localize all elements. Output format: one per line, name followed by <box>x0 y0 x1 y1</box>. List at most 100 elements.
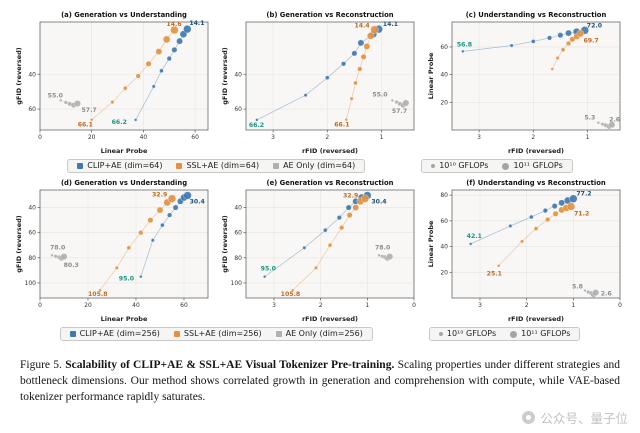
svg-text:rFID (reversed): rFID (reversed) <box>302 315 358 323</box>
svg-text:(f) Understanding vs Reconstru: (f) Understanding vs Reconstruction <box>466 179 606 187</box>
svg-text:60: 60 <box>191 134 199 141</box>
legend-label: 10¹¹ GFLOPs <box>513 161 563 170</box>
legend-item-ssl-ae-256: SSL+AE (dim=256) <box>173 329 262 338</box>
caption-title: Scalability of CLIP+AE & SSL+AE Visual T… <box>65 359 395 371</box>
ae-only-marker <box>275 331 282 337</box>
svg-text:(a) Generation vs Understandin: (a) Generation vs Understanding <box>61 11 187 19</box>
watermark: 公众号、量子位 <box>522 408 628 427</box>
subplot-d-canvas: 0 20 40 60 40 60 80 100 Linear Probe gFID (revers… <box>15 179 209 323</box>
subplot-b: 3 2 1 40 60 rFID (reversed) gFID (reversed) (b)… <box>220 8 420 156</box>
svg-text:(e) Generation vs Reconstructi: (e) Generation vs Reconstruction <box>266 179 393 187</box>
legend-label: 10¹⁰ GFLOPs <box>439 161 489 170</box>
subplot-e-canvas: 3 2 1 0 40 60 80 100 rFID (reversed) gFID (revers… <box>221 179 416 323</box>
clip-ae-marker <box>77 163 84 169</box>
svg-text:2.6: 2.6 <box>601 291 612 298</box>
svg-text:30.4: 30.4 <box>371 199 387 206</box>
svg-text:30.4: 30.4 <box>190 199 206 206</box>
subplot-a: 0 20 40 60 40 60 Linear Probe gFID (reversed) (a… <box>14 8 214 156</box>
svg-text:0: 0 <box>412 302 416 309</box>
svg-text:55.0: 55.0 <box>372 91 388 98</box>
subplot-c-canvas: 3 2 1 20 40 60 rFID (reversed) Linear Probe (c) … <box>427 11 621 155</box>
svg-text:14.1: 14.1 <box>189 20 204 27</box>
svg-text:1: 1 <box>571 302 575 309</box>
legend-label: CLIP+AE (dim=64) <box>87 161 163 170</box>
small-circle-marker <box>431 164 436 168</box>
legend-label: SSL+AE (dim=256) <box>183 329 262 338</box>
svg-text:rFID (reversed): rFID (reversed) <box>508 147 564 155</box>
svg-text:2: 2 <box>531 134 535 141</box>
legend-row-1: CLIP+AE (dim=64) SSL+AE (dim=64) AE Only… <box>0 157 640 175</box>
svg-text:100: 100 <box>25 280 37 287</box>
svg-text:2: 2 <box>525 302 529 309</box>
svg-text:95.0: 95.0 <box>119 276 135 283</box>
svg-text:gFID (reversed): gFID (reversed) <box>221 47 229 105</box>
svg-text:1: 1 <box>586 134 590 141</box>
svg-text:gFID (reversed): gFID (reversed) <box>15 47 23 105</box>
svg-text:rFID (reversed): rFID (reversed) <box>508 315 564 323</box>
series-legend-dim64: CLIP+AE (dim=64) SSL+AE (dim=64) AE Only… <box>67 159 366 173</box>
svg-text:42.1: 42.1 <box>467 233 482 240</box>
legend-label: CLIP+AE (dim=256) <box>79 329 160 338</box>
svg-text:(d) Generation vs Understandin: (d) Generation vs Understanding <box>61 179 187 187</box>
svg-text:60: 60 <box>28 230 36 237</box>
svg-text:80.3: 80.3 <box>64 262 79 269</box>
figure-caption: Figure 5. Scalability of CLIP+AE & SSL+A… <box>0 344 640 406</box>
subplot-f-canvas: 3 2 1 0 20 40 60 80 rFID (reversed) Linear Probe (… <box>427 179 622 323</box>
caption-prefix: Figure 5. <box>20 359 62 371</box>
svg-text:80: 80 <box>440 192 448 199</box>
svg-text:40: 40 <box>440 72 448 79</box>
svg-text:60: 60 <box>28 106 36 113</box>
svg-text:20: 20 <box>84 302 92 309</box>
svg-text:0: 0 <box>38 134 42 141</box>
svg-text:78.0: 78.0 <box>50 244 66 251</box>
subplot-e: 3 2 1 0 40 60 80 100 rFID (reversed) gFID (revers… <box>220 176 420 324</box>
legend-item-clip-ae-256: CLIP+AE (dim=256) <box>69 329 160 338</box>
legend-label: 10¹¹ GFLOPs <box>521 329 571 338</box>
svg-text:3: 3 <box>271 134 275 141</box>
svg-text:25.1: 25.1 <box>487 271 502 278</box>
ssl-ae-marker <box>173 331 180 337</box>
svg-text:40: 40 <box>28 71 36 78</box>
subplot-a-canvas: 0 20 40 60 40 60 Linear Probe gFID (reversed) (a… <box>15 11 209 155</box>
chart-row-2: 0 20 40 60 40 60 80 100 Linear Probe gFID (revers… <box>0 176 640 324</box>
legend-label: AE Only (dim=256) <box>285 329 363 338</box>
legend-row-2: CLIP+AE (dim=256) SSL+AE (dim=256) AE On… <box>0 325 640 343</box>
svg-text:40: 40 <box>440 244 448 251</box>
svg-text:60: 60 <box>440 218 448 225</box>
svg-text:80: 80 <box>28 255 36 262</box>
svg-text:0: 0 <box>618 302 622 309</box>
svg-text:2.6: 2.6 <box>609 116 620 123</box>
watermark-text: 公众号、量子位 <box>540 411 628 426</box>
svg-text:2: 2 <box>319 302 323 309</box>
svg-text:66.1: 66.1 <box>78 122 93 129</box>
svg-text:20: 20 <box>88 134 96 141</box>
svg-text:Linear Probe: Linear Probe <box>427 52 435 99</box>
clip-ae-marker <box>69 331 76 337</box>
svg-text:80: 80 <box>234 255 242 262</box>
svg-text:gFID (reversed): gFID (reversed) <box>15 215 23 273</box>
svg-text:72.0: 72.0 <box>587 22 603 29</box>
svg-text:66.2: 66.2 <box>249 122 264 129</box>
svg-text:gFID (reversed): gFID (reversed) <box>221 215 229 273</box>
svg-text:71.2: 71.2 <box>574 210 589 217</box>
flops-legend-1: 10¹⁰ GFLOPs 10¹¹ GFLOPs <box>421 159 573 173</box>
svg-text:20: 20 <box>440 99 448 106</box>
svg-text:77.2: 77.2 <box>576 191 591 198</box>
svg-text:1: 1 <box>365 302 369 309</box>
legend-label: AE Only (dim=64) <box>283 161 356 170</box>
legend-label: 10¹⁰ GFLOPs <box>446 329 497 338</box>
legend-item-clip-ae-64: CLIP+AE (dim=64) <box>77 162 162 170</box>
svg-text:Linear Probe: Linear Probe <box>427 220 435 267</box>
svg-text:(c) Understanding vs Reconstru: (c) Understanding vs Reconstruction <box>466 11 607 19</box>
svg-text:66.2: 66.2 <box>112 119 127 126</box>
svg-text:57.7: 57.7 <box>81 107 96 114</box>
svg-text:1: 1 <box>380 134 384 141</box>
legend-label: SSL+AE (dim=64) <box>186 161 260 170</box>
svg-text:(b) Generation vs Reconstructi: (b) Generation vs Reconstruction <box>266 11 393 19</box>
subplot-b-canvas: 3 2 1 40 60 rFID (reversed) gFID (reversed) (b)… <box>221 11 415 155</box>
svg-text:32.9: 32.9 <box>152 192 167 199</box>
ae-only-marker <box>273 163 280 169</box>
legend-item-gflops11: 10¹¹ GFLOPs <box>510 330 570 338</box>
svg-text:100: 100 <box>231 280 243 287</box>
